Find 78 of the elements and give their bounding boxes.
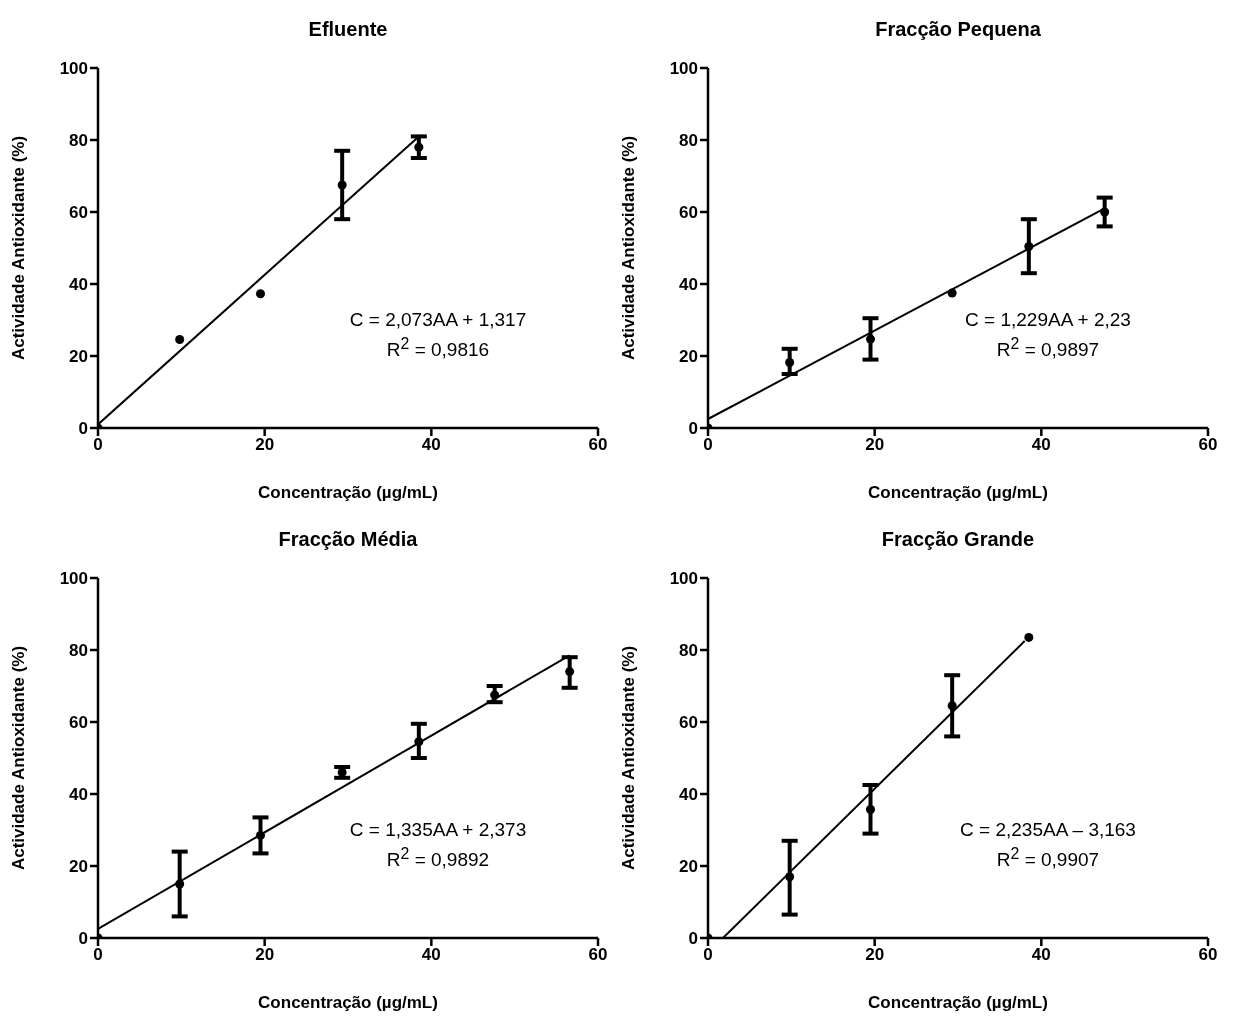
- y-tick-label: 60: [69, 713, 88, 733]
- point: [785, 872, 795, 882]
- point: [565, 667, 575, 677]
- point: [785, 357, 795, 367]
- y-tick-label: 60: [679, 203, 698, 223]
- y-tick-label: 80: [69, 641, 88, 661]
- y-tick-label: 40: [69, 275, 88, 295]
- point: [1100, 207, 1110, 217]
- point: [1024, 242, 1034, 252]
- y-tick-label: 100: [59, 59, 88, 79]
- x-tick-label: 20: [865, 945, 885, 965]
- y-tick-label: 0: [688, 929, 698, 949]
- x-tick-label: 0: [93, 945, 103, 965]
- y-tick-label: 100: [669, 569, 698, 589]
- chart-title: Efluente: [307, 18, 389, 41]
- x-tick-label: 20: [255, 945, 275, 965]
- y-tick-label: 80: [69, 131, 88, 151]
- y-tick-label: 60: [69, 203, 88, 223]
- annotation: C = 1,229AA + 2,23: [964, 308, 1132, 332]
- point: [175, 879, 185, 889]
- point: [865, 804, 876, 814]
- annotation: R$^{2}$ = 0,9897: [995, 334, 1101, 363]
- y-axis-title: Actividade Antioxidante (%): [9, 645, 29, 871]
- y-axis-title: Actividade Antioxidante (%): [619, 135, 639, 361]
- point: [414, 142, 424, 152]
- chart-title: Fracção Pequena: [874, 18, 1042, 41]
- x-tick-label: 0: [93, 435, 103, 455]
- y-axis-title: Actividade Antioxidante (%): [619, 645, 639, 871]
- x-tick-label: 60: [1198, 945, 1218, 965]
- x-tick-label: 60: [588, 435, 608, 455]
- chart-title: Fracção Grande: [880, 528, 1036, 551]
- chart-title: Fracção Média: [277, 528, 419, 551]
- annotation: C = 2,073AA + 1,317: [348, 308, 528, 332]
- y-tick-label: 0: [78, 419, 88, 439]
- point: [255, 289, 266, 299]
- y-tick-label: 40: [679, 785, 698, 805]
- x-tick-label: 60: [588, 945, 608, 965]
- point: [865, 334, 876, 344]
- x-tick-label: 40: [1031, 945, 1051, 965]
- point: [414, 737, 424, 747]
- y-tick-label: 0: [688, 419, 698, 439]
- point: [337, 180, 347, 190]
- y-tick-label: 40: [69, 785, 88, 805]
- x-tick-label: 20: [865, 435, 885, 455]
- x-tick-label: 40: [421, 945, 441, 965]
- y-tick-label: 100: [59, 569, 88, 589]
- y-axis-title: Actividade Antioxidante (%): [9, 135, 29, 361]
- x-tick-label: 0: [703, 945, 713, 965]
- y-tick-label: 20: [679, 857, 698, 877]
- x-tick-label: 40: [421, 435, 441, 455]
- x-tick-label: 20: [255, 435, 275, 455]
- point: [175, 334, 185, 344]
- point: [947, 701, 957, 711]
- y-tick-label: 20: [69, 857, 88, 877]
- y-tick-label: 100: [669, 59, 698, 79]
- annotation: R$^{2}$ = 0,9816: [385, 334, 491, 363]
- x-axis-title: Concentração (µg/mL): [868, 483, 1048, 502]
- point: [1024, 632, 1034, 642]
- annotation: R$^{2}$ = 0,9892: [385, 844, 491, 873]
- annotation: C = 2,235AA – 3,163: [959, 818, 1137, 842]
- y-tick-label: 20: [69, 347, 88, 367]
- y-tick-label: 0: [78, 929, 88, 949]
- y-tick-label: 80: [679, 641, 698, 661]
- point: [255, 830, 266, 840]
- y-tick-label: 80: [679, 131, 698, 151]
- x-tick-label: 60: [1198, 435, 1218, 455]
- x-axis-title: Concentração (µg/mL): [868, 993, 1048, 1012]
- x-axis-title: Concentração (µg/mL): [258, 993, 438, 1012]
- annotation: R$^{2}$ = 0,9907: [995, 844, 1101, 873]
- x-tick-label: 40: [1031, 435, 1051, 455]
- point: [947, 288, 957, 298]
- point: [490, 690, 500, 700]
- annotation: C = 1,335AA + 2,373: [348, 818, 528, 842]
- y-tick-label: 20: [679, 347, 698, 367]
- y-tick-label: 60: [679, 713, 698, 733]
- x-tick-label: 0: [703, 435, 713, 455]
- y-tick-label: 40: [679, 275, 698, 295]
- x-axis-title: Concentração (µg/mL): [258, 483, 438, 502]
